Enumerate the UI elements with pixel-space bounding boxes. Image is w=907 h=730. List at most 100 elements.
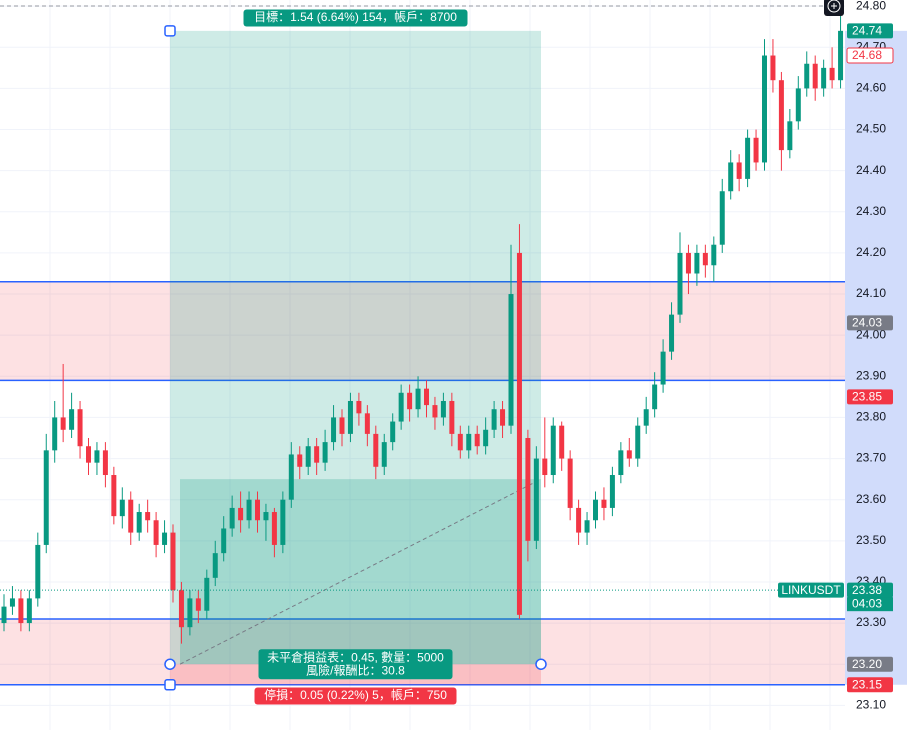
target-area xyxy=(170,30,541,665)
y-tick-label: 23.10 xyxy=(856,697,886,711)
target-label-bg xyxy=(243,9,468,27)
candle-body xyxy=(525,438,531,541)
candle-body xyxy=(195,598,201,611)
y-tick-label: 23.30 xyxy=(856,615,886,629)
y-tick-label: 24.00 xyxy=(856,327,886,341)
candle-body xyxy=(119,499,125,517)
candle-body xyxy=(263,512,269,521)
stop-label-bg xyxy=(254,687,457,705)
candle-body xyxy=(677,252,683,315)
candle-body xyxy=(474,433,480,447)
y-tick-label: 23.80 xyxy=(856,410,886,424)
candle-body xyxy=(178,590,184,628)
add-icon xyxy=(827,0,841,13)
y-tick-label: 24.60 xyxy=(856,81,886,95)
price-badge xyxy=(847,582,893,598)
candle-body xyxy=(466,433,472,451)
candle-body xyxy=(26,598,32,624)
candle-body xyxy=(550,425,556,476)
candle-body xyxy=(297,454,303,467)
y-tick-label: 23.60 xyxy=(856,492,886,506)
candle-body xyxy=(787,121,793,151)
handle[interactable] xyxy=(535,658,547,670)
candle-body xyxy=(728,162,734,192)
pnl-box-bg xyxy=(258,649,453,680)
symbol-badge xyxy=(778,582,844,598)
candle-body xyxy=(347,400,353,434)
candle-body xyxy=(390,421,396,443)
candle-body xyxy=(288,454,294,500)
symbol-label: LINKUSDT xyxy=(781,583,841,597)
candle-body xyxy=(635,425,641,459)
price-badge-label: 24.68 xyxy=(852,48,882,62)
add-icon-plus xyxy=(831,3,837,9)
candle-body xyxy=(449,400,455,434)
price-badge-label: 23.38 xyxy=(852,583,882,597)
candle-body xyxy=(491,409,497,430)
candle-body xyxy=(795,88,801,122)
y-tick-label: 24.10 xyxy=(856,286,886,300)
candle-body xyxy=(381,442,387,467)
price-badge-label: 23.85 xyxy=(852,390,882,404)
price-badge xyxy=(846,47,894,64)
candle-body xyxy=(43,450,49,545)
candle-body xyxy=(246,499,252,521)
candle-body xyxy=(111,475,117,517)
candle-body xyxy=(652,384,658,410)
candle-body xyxy=(136,512,142,533)
candle-body xyxy=(694,252,700,274)
candle-body xyxy=(153,520,159,545)
target-label: 目標：1.54 (6.64%) 154，帳戶：8700 xyxy=(254,10,457,24)
candle-body xyxy=(702,252,708,266)
pnl-label: 未平倉損益表：0.45, 數量：5000 xyxy=(267,649,444,664)
handle[interactable] xyxy=(164,658,176,670)
candle-body xyxy=(829,67,835,81)
candle-body xyxy=(618,450,624,476)
price-badge-label: 23.15 xyxy=(852,677,882,691)
candle-body xyxy=(593,499,598,521)
price-badge-label: 23.20 xyxy=(852,657,882,671)
candle-body xyxy=(711,244,717,266)
candle-body xyxy=(643,409,649,426)
candle-body xyxy=(804,63,810,89)
candle-body xyxy=(364,413,370,434)
candle-body xyxy=(762,55,767,163)
handle[interactable] xyxy=(164,25,176,37)
candle-body xyxy=(305,446,311,467)
candle-body xyxy=(770,55,776,81)
candle-body xyxy=(457,433,463,451)
candle-body xyxy=(483,429,489,447)
candle-body xyxy=(398,392,404,422)
candle-body xyxy=(356,400,362,414)
candle-body xyxy=(314,446,320,463)
candle-body xyxy=(18,598,24,624)
candle-body xyxy=(407,392,413,410)
pnl-dash xyxy=(179,478,542,665)
y-tick-label: 23.70 xyxy=(856,451,886,465)
candle-body xyxy=(339,417,345,434)
stop-label: 停損：0.05 (0.22%) 5，帳戶：750 xyxy=(264,687,447,702)
candle-body xyxy=(609,475,615,508)
rr-label: 風險/報酬比：30.8 xyxy=(306,662,405,677)
timer-badge xyxy=(847,597,893,612)
candle-body xyxy=(35,544,41,599)
candle-body xyxy=(415,388,421,410)
y-tick-label: 24.20 xyxy=(856,245,886,259)
handle[interactable] xyxy=(164,679,176,691)
candle-body xyxy=(221,528,227,554)
price-badge xyxy=(847,23,893,39)
zone xyxy=(0,281,845,381)
y-tick-label: 24.80 xyxy=(856,0,886,12)
candle-body xyxy=(601,499,607,508)
y-tick-label: 24.50 xyxy=(856,122,886,136)
candle-body xyxy=(812,63,818,89)
candle-body xyxy=(187,598,193,628)
candle-body xyxy=(60,417,66,430)
candle-body xyxy=(204,577,210,611)
candle-body xyxy=(533,458,539,541)
price-badge-label: 24.74 xyxy=(852,24,882,38)
timer-label: 04:03 xyxy=(852,596,882,610)
candle-body xyxy=(440,400,446,418)
